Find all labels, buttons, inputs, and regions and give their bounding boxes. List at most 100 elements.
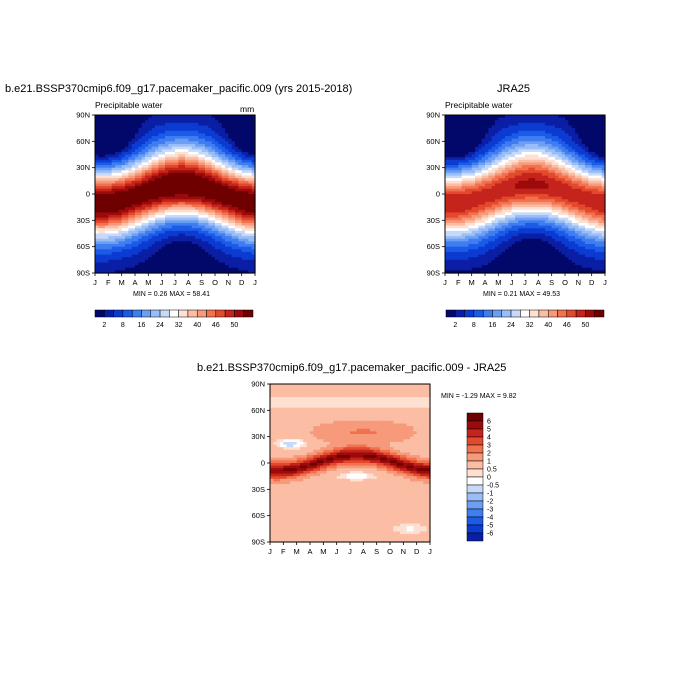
panel2-cell bbox=[598, 194, 603, 198]
panel2-cell bbox=[591, 207, 596, 211]
panel1-cell bbox=[211, 257, 216, 261]
panel1-cell bbox=[128, 157, 133, 161]
panel1-cell bbox=[235, 265, 239, 269]
panel1-cell bbox=[218, 267, 223, 271]
panel2-cell bbox=[515, 180, 519, 185]
panel1-cell bbox=[191, 270, 196, 274]
panel2-cell bbox=[505, 194, 509, 198]
panel2-cell bbox=[548, 128, 553, 132]
panel1-cell bbox=[151, 125, 156, 129]
panel1-cell bbox=[185, 262, 189, 266]
panel1-cell bbox=[125, 259, 129, 264]
panel2-cell bbox=[591, 162, 596, 166]
panel2-cell bbox=[585, 157, 589, 161]
panel2-cell bbox=[481, 141, 486, 145]
panel2-cell bbox=[458, 194, 463, 198]
panel1-cell bbox=[241, 138, 246, 142]
panel1-cell bbox=[145, 151, 149, 156]
panel1-cell bbox=[231, 120, 236, 124]
panel2-cell bbox=[445, 194, 449, 198]
panel1-cell bbox=[241, 196, 246, 200]
panel1-cell bbox=[175, 262, 179, 266]
panel1-cell bbox=[115, 217, 119, 221]
panel2-cell bbox=[461, 149, 466, 153]
panel1-cell bbox=[191, 154, 196, 158]
panel2-cell bbox=[468, 157, 473, 161]
panel2-cell bbox=[478, 225, 483, 229]
panel2-cell bbox=[471, 186, 476, 190]
panel2-cell bbox=[448, 215, 453, 219]
panel1-cell bbox=[235, 212, 239, 216]
panel2-cell bbox=[601, 191, 606, 195]
panel1-cell bbox=[218, 196, 223, 200]
panel2-cell bbox=[508, 115, 513, 119]
panel1-cell bbox=[208, 265, 213, 269]
panel2-cell bbox=[551, 151, 556, 156]
panel2-cell bbox=[575, 130, 579, 135]
panel1-cell bbox=[121, 201, 126, 206]
panel1-cell bbox=[191, 157, 196, 161]
panel1-cell bbox=[148, 225, 153, 229]
panel2-cell bbox=[561, 188, 566, 192]
panel1-cell bbox=[98, 151, 103, 156]
panel2-cell bbox=[588, 215, 593, 219]
panel2-cell bbox=[525, 217, 529, 221]
panel1-cell bbox=[131, 241, 136, 245]
panel1-cell bbox=[201, 120, 206, 124]
panel1-cell bbox=[241, 212, 246, 216]
panel1-cell bbox=[165, 217, 169, 221]
panel1-cell bbox=[221, 167, 226, 171]
panel2-cell bbox=[571, 199, 576, 203]
panel1-cell bbox=[225, 165, 229, 169]
panel2-cell bbox=[461, 167, 466, 171]
panel2-cell bbox=[515, 217, 519, 221]
panel1-cell bbox=[131, 133, 136, 137]
panel2-cell bbox=[495, 136, 499, 140]
panel1-cell bbox=[188, 146, 193, 150]
panel2-cell bbox=[488, 136, 493, 140]
panel2-cell bbox=[508, 141, 513, 145]
panel2-cell bbox=[548, 162, 553, 166]
panel2-cell bbox=[531, 159, 536, 163]
panel2-cell bbox=[598, 133, 603, 137]
panel1-cell bbox=[95, 217, 99, 221]
panel1-cell bbox=[228, 151, 233, 156]
panel2-cell bbox=[498, 209, 503, 214]
panel1-cell bbox=[208, 217, 213, 221]
panel2-cell bbox=[448, 136, 453, 140]
panel1-cell bbox=[218, 151, 223, 156]
panel1-cell bbox=[195, 151, 199, 156]
panel1-cell bbox=[228, 115, 233, 119]
panel1-cell bbox=[168, 136, 173, 140]
panel1-cell bbox=[111, 157, 116, 161]
panel1-cell bbox=[251, 120, 256, 124]
panel1-cell bbox=[245, 175, 249, 179]
panel1-cell bbox=[218, 136, 223, 140]
panel1-cell bbox=[95, 130, 99, 135]
panel2-cell bbox=[491, 125, 496, 129]
panel2-cell bbox=[545, 157, 549, 161]
panel1-cell bbox=[155, 149, 159, 153]
panel2-cell bbox=[488, 151, 493, 156]
panel2-cell bbox=[591, 183, 596, 187]
panel1-cell bbox=[171, 199, 176, 203]
panel1-cell bbox=[168, 138, 173, 142]
panel2-cell bbox=[515, 204, 519, 208]
panel2-cell bbox=[548, 201, 553, 206]
panel1-cell bbox=[178, 136, 183, 140]
panel1-cell bbox=[141, 151, 146, 156]
panel2-cell bbox=[525, 186, 529, 190]
panel1-cell bbox=[211, 178, 216, 182]
panel1-cell bbox=[215, 220, 219, 224]
panel1-cell bbox=[231, 143, 236, 148]
panel1-cell bbox=[235, 151, 239, 156]
panel2-cell bbox=[445, 122, 449, 127]
panel2-cell bbox=[491, 183, 496, 187]
panel1-cell bbox=[115, 165, 119, 169]
panel1-cell bbox=[121, 238, 126, 242]
panel1-cell bbox=[145, 180, 149, 185]
panel1-cell bbox=[188, 262, 193, 266]
panel1-cell bbox=[181, 270, 186, 274]
panel1-cell bbox=[211, 170, 216, 174]
panel2-cell bbox=[468, 120, 473, 124]
